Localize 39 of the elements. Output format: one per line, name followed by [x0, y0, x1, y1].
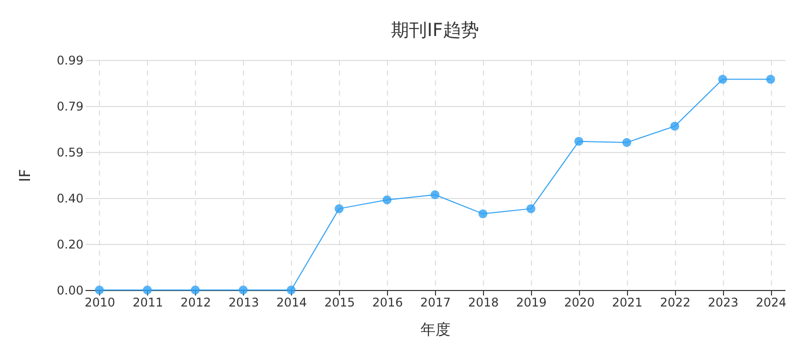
x-tick-label: 2019 — [516, 296, 547, 310]
y-tick-label: 0.00 — [56, 284, 84, 298]
point — [430, 190, 440, 200]
point — [334, 204, 344, 214]
point — [286, 286, 296, 294]
y-tick-label: 0.99 — [56, 54, 84, 68]
x-tick-label: 2016 — [372, 296, 403, 310]
x-tick-label: 2010 — [84, 296, 116, 310]
point — [526, 204, 536, 214]
point — [238, 286, 248, 294]
point — [622, 138, 632, 147]
point — [190, 286, 200, 294]
point — [382, 195, 392, 204]
point — [142, 286, 152, 294]
y-axis-title: IF — [16, 168, 34, 182]
x-tick-label: 2017 — [420, 296, 451, 310]
y-tick-label: 0.79 — [56, 100, 84, 114]
point — [574, 136, 584, 146]
x-tick-label: 2021 — [612, 296, 643, 310]
x-tick-label: 2020 — [564, 296, 595, 310]
point — [766, 74, 776, 84]
x-tick-label: 2022 — [660, 296, 690, 310]
x-tick-label: 2023 — [708, 296, 738, 310]
point — [478, 209, 488, 218]
x-tick-label: 2011 — [132, 296, 164, 310]
x-tick-label: 2013 — [228, 296, 259, 310]
y-tick-label: 0.40 — [56, 192, 84, 206]
point — [670, 122, 680, 131]
point — [94, 286, 104, 294]
chart-title: 期刊IF趋势 — [391, 20, 479, 41]
point — [718, 74, 728, 84]
x-tick-label: 2012 — [180, 296, 212, 310]
x-tick-label: 2024 — [756, 296, 786, 310]
x-tick-label: 2015 — [324, 296, 355, 310]
x-tick-label: 2018 — [468, 296, 499, 310]
y-tick-label: 0.20 — [56, 238, 84, 252]
x-tick-label: 2014 — [276, 296, 307, 310]
y-tick-label: 0.59 — [56, 146, 84, 160]
x-axis-title: 年度 — [420, 320, 450, 338]
